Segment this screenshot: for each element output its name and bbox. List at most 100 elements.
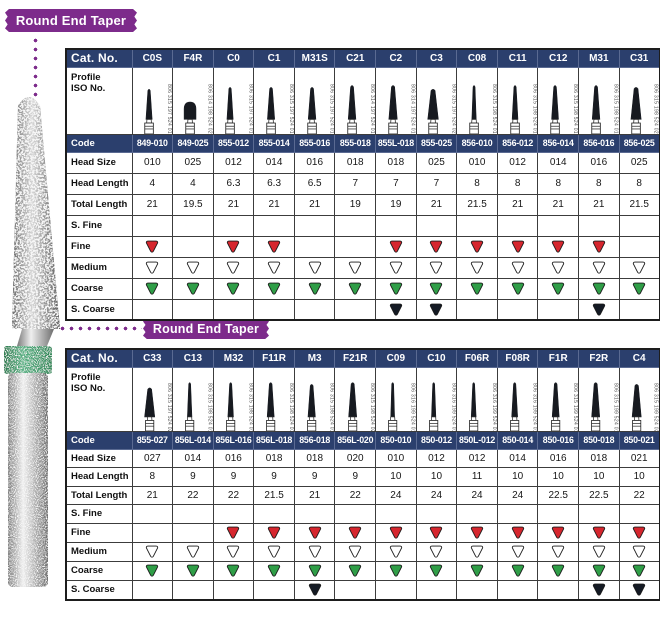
head-size-cell: 010: [375, 448, 417, 468]
head-size-cell: 018: [375, 151, 417, 174]
profile-cell: 806 315 199 524 021: [618, 366, 660, 432]
grit-cell-medium: [293, 256, 336, 279]
grit-cell-medium: [172, 256, 214, 279]
profile-cell: 806 315 197 524 014: [253, 66, 295, 135]
grit-cell-s-coarse: [172, 298, 214, 321]
grit-cell-fine: [172, 522, 214, 543]
dotted-leader-horizontal: [58, 325, 142, 332]
grit-cell-s-fine: [212, 504, 255, 524]
iso-number: 806 315 198 524 010: [490, 83, 497, 134]
grit-cell-fine: [496, 522, 539, 543]
head-length-cell: 10: [375, 467, 417, 487]
cat-no-cell: F08R: [496, 348, 539, 368]
profile-cell: 806 315 198 524 018: [293, 366, 336, 432]
profile-cell: 806 315 197 524 010: [131, 66, 174, 135]
grit-cell-coarse: [375, 277, 417, 300]
grit-diamond-black: [592, 583, 605, 596]
bur-profile-icon: [428, 381, 438, 430]
grit-diamond-green: [552, 282, 565, 295]
head-size-cell: 010: [131, 151, 174, 174]
grit-cell-medium: [131, 256, 174, 279]
head-length-cell: 11: [456, 467, 498, 487]
head-length-cell: 6.3: [212, 172, 255, 195]
total-length-cell: 21: [415, 193, 458, 216]
grit-diamond-white: [552, 261, 565, 274]
profile-cell: 806 315 197 524 025: [415, 66, 458, 135]
code-cell: 856L-018: [253, 430, 295, 450]
grit-diamond-white: [470, 261, 484, 274]
cat-no-cell: C08: [456, 48, 498, 68]
grit-diamond-white: [633, 545, 646, 558]
grit-cell-coarse: [456, 277, 498, 300]
grit-cell-medium: [253, 256, 295, 279]
bur-profile-icon: [630, 86, 642, 133]
code-cell: 855-014: [253, 133, 295, 153]
iso-number: 806 315 198 524 018: [328, 382, 335, 431]
grit-diamond-red: [227, 240, 240, 253]
head-length-cell: 9: [253, 467, 295, 487]
head-length-cell: 10: [415, 467, 458, 487]
grit-cell-medium: [578, 256, 620, 279]
code-cell: 855-012: [212, 133, 255, 153]
code-cell: 855-018: [334, 133, 377, 153]
row-total-length: Total Length 21 19.5 21 21 21 19 19 21 21.5 21 21 21…: [65, 193, 660, 216]
head-length-cell: 7: [415, 172, 458, 195]
head-size-cell: 012: [496, 151, 539, 174]
grit-cell-medium: [253, 541, 295, 562]
row-profile: Profile ISO No. 806 315 197 524 010 806 314…: [65, 66, 660, 135]
iso-number: 806 315 197 524 014: [287, 83, 294, 134]
grit-cell-coarse: [578, 277, 620, 300]
grit-cell-medium: [415, 541, 458, 562]
grit-cell-medium: [293, 541, 336, 562]
profile-cell: 806 314 198 524 025: [172, 66, 214, 135]
row-s-fine: S. Fine: [65, 504, 660, 524]
grit-diamond-green: [267, 282, 281, 295]
grit-cell-s-fine: [618, 214, 660, 237]
profile-cell: 806 315 197 524 027: [131, 366, 174, 432]
row-label-s-coarse: S. Coarse: [65, 298, 133, 321]
grit-cell-s-fine: [578, 214, 620, 237]
grit-cell-fine: [212, 522, 255, 543]
row-code: Code 849-010 849-025 855-012 855-014 855-016 8…: [65, 133, 660, 153]
code-cell: 856-016: [578, 133, 620, 153]
cat-no-cell: C31: [618, 48, 660, 68]
grit-diamond-white: [267, 261, 281, 274]
row-cat-no: Cat. No. C0S F4R C0 C1 M31S C21 C2 C3 C08 C11 C12 M3…: [65, 48, 660, 68]
profile-cell: 806 315 197 524 012: [212, 66, 255, 135]
row-label-s-fine: S. Fine: [65, 504, 133, 524]
bur-profile-icon: [225, 381, 236, 430]
iso-number: 806 315 197 524 025: [450, 83, 457, 134]
grit-diamond-black: [592, 303, 605, 316]
total-length-cell: 22: [212, 485, 255, 505]
profile-cell: 806 315 198 524 014: [172, 366, 214, 432]
dotted-leader-vertical: [32, 36, 39, 98]
row-medium: Medium: [65, 256, 660, 279]
grit-cell-s-coarse: [131, 298, 174, 321]
cat-no-cell: C4: [618, 348, 660, 368]
grit-diamond-green: [389, 564, 403, 577]
row-s-coarse: S. Coarse: [65, 298, 660, 321]
iso-number: 806 316 199 524 014: [531, 382, 538, 431]
grit-cell-s-coarse: [415, 298, 458, 321]
spec-table-top: Cat. No. C0S F4R C0 C1 M31S C21 C2 C3 C08 C11 C12 M3…: [65, 48, 660, 321]
cat-no-cell: C13: [172, 348, 214, 368]
grit-cell-s-fine: [293, 214, 336, 237]
bur-photo-green-ring: [4, 346, 52, 374]
row-total-length: Total Length 21 22 22 21.5 21 22 24 24 24 24 22.5 22…: [65, 485, 660, 505]
grit-diamond-white: [186, 545, 200, 558]
total-length-cell: 24: [456, 485, 498, 505]
head-length-cell: 10: [578, 467, 620, 487]
row-fine: Fine: [65, 522, 660, 543]
cat-no-cell: F4R: [172, 48, 214, 68]
grit-cell-s-coarse: [618, 298, 660, 321]
grit-diamond-white: [146, 545, 159, 558]
row-label-s-coarse: S. Coarse: [65, 579, 133, 600]
row-profile: Profile ISO No. 806 315 197 524 027 806 315…: [65, 366, 660, 432]
grit-cell-fine: [578, 235, 620, 258]
cat-no-cell: C11: [496, 48, 539, 68]
grit-cell-coarse: [334, 560, 377, 581]
grit-cell-coarse: [496, 277, 539, 300]
profile-cell: 806 314 197 524 018: [334, 66, 377, 135]
bur-photo-head: [12, 97, 60, 329]
grit-diamond-white: [430, 261, 443, 274]
